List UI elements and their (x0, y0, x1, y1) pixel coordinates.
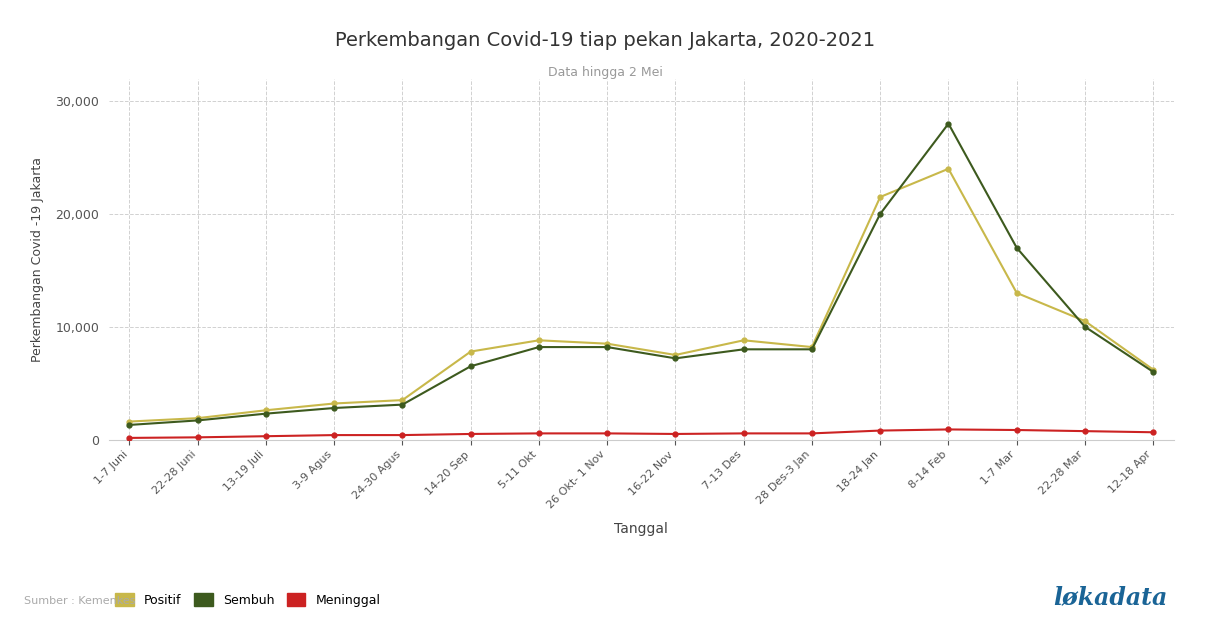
X-axis label: Tanggal: Tanggal (615, 522, 668, 536)
Y-axis label: Perkembangan Covid -19 Jakarta: Perkembangan Covid -19 Jakarta (31, 156, 45, 362)
Text: Data hingga 2 Mei: Data hingga 2 Mei (548, 66, 662, 79)
Text: løkadata: løkadata (1054, 585, 1168, 609)
Legend: Positif, Sembuh, Meninggal: Positif, Sembuh, Meninggal (115, 593, 380, 607)
Text: Sumber : Kemenkes: Sumber : Kemenkes (24, 596, 136, 606)
Text: Perkembangan Covid-19 tiap pekan Jakarta, 2020-2021: Perkembangan Covid-19 tiap pekan Jakarta… (335, 31, 875, 50)
